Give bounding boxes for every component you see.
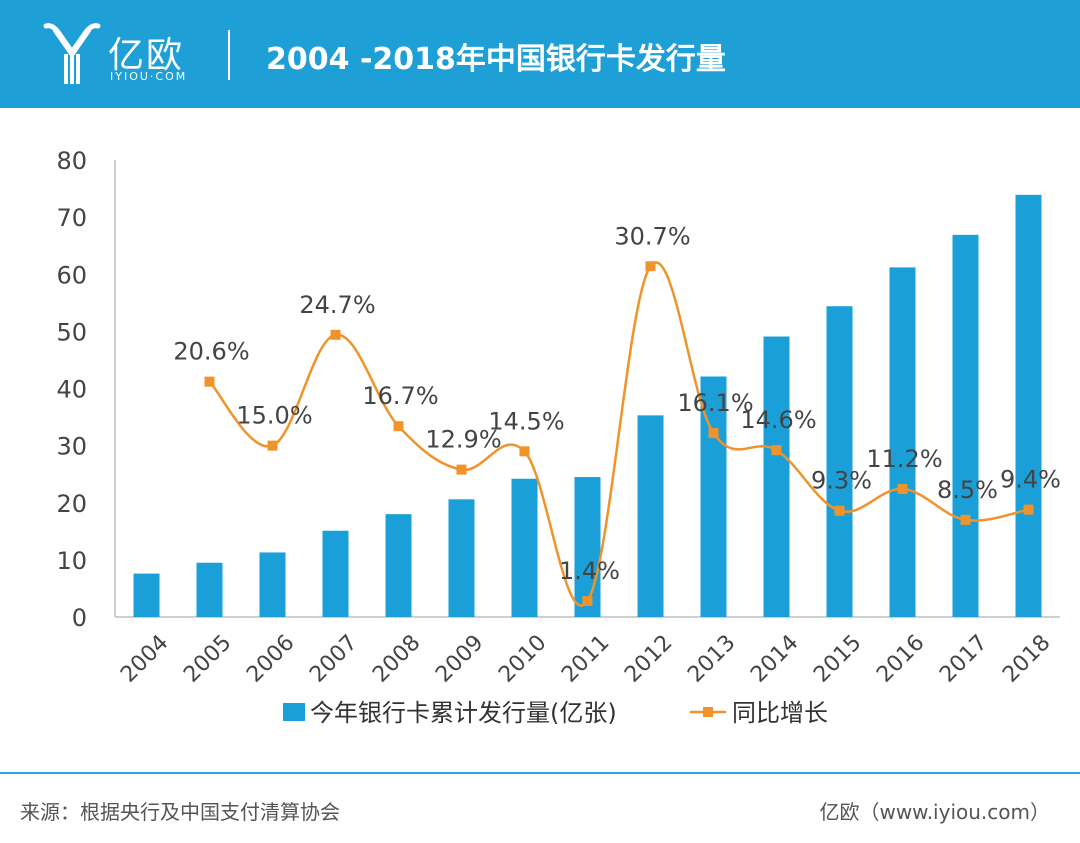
growth-data-label: 14.6%	[740, 406, 816, 434]
growth-data-label: 12.9%	[425, 426, 501, 454]
growth-marker	[708, 428, 719, 439]
x-tick-label: 2006	[242, 630, 299, 687]
brand-credit: 亿欧（www.iyiou.com）	[819, 800, 1050, 824]
x-tick-label: 2013	[683, 630, 740, 687]
legend-line-label: 同比增长	[732, 699, 828, 727]
x-tick-label: 2004	[116, 630, 173, 687]
growth-data-label: 16.7%	[362, 382, 438, 410]
growth-marker	[834, 505, 845, 516]
y-tick-label: 10	[56, 547, 87, 575]
growth-data-label: 8.5%	[937, 476, 998, 504]
growth-data-label: 1.4%	[559, 557, 620, 585]
brand-logo: 亿欧 IYIOU·COM	[42, 22, 212, 88]
bar	[322, 530, 349, 617]
bar	[196, 562, 223, 617]
bar	[385, 514, 412, 617]
footer-divider	[0, 772, 1080, 774]
legend-line-marker	[703, 707, 713, 717]
growth-data-label: 9.4%	[1000, 466, 1061, 494]
y-tick-label: 80	[56, 147, 87, 175]
growth-data-label: 15.0%	[236, 402, 312, 430]
y-tick-label: 0	[72, 604, 87, 632]
growth-marker	[456, 464, 467, 475]
growth-marker	[897, 484, 908, 495]
growth-data-label: 14.5%	[488, 407, 564, 435]
x-tick-label: 2007	[305, 630, 362, 687]
bank-card-chart: 0 10 20 30 40 50 60 70 80 2004 2005 2006 2007 2008 200…	[56, 147, 1061, 727]
y-tick-label: 60	[56, 261, 87, 289]
x-tick-label: 2014	[746, 630, 803, 687]
growth-marker	[393, 421, 404, 432]
y-tick-label: 30	[56, 433, 87, 461]
growth-line	[208, 261, 1029, 607]
header-divider	[228, 30, 230, 80]
bar	[889, 267, 916, 617]
header-banner: 亿欧 IYIOU·COM 2004 -2018年中国银行卡发行量	[0, 0, 1080, 108]
x-tick-label: 2018	[998, 630, 1055, 687]
growth-marker	[582, 596, 593, 607]
growth-marker	[267, 440, 278, 451]
growth-data-label: 30.7%	[614, 222, 690, 250]
x-tick-label: 2005	[179, 630, 236, 687]
logo-subtext: IYIOU·COM	[110, 70, 188, 83]
growth-marker	[519, 446, 530, 457]
growth-data-label: 11.2%	[866, 445, 942, 473]
x-tick-label: 2012	[620, 630, 677, 687]
logo-text: 亿欧	[108, 35, 185, 76]
x-tick-label: 2016	[872, 630, 929, 687]
growth-marker	[645, 261, 656, 272]
bar	[259, 552, 286, 617]
y-tick-label: 50	[56, 318, 87, 346]
x-tick-label: 2010	[494, 630, 551, 687]
growth-marker	[960, 514, 971, 525]
bar	[1015, 194, 1042, 617]
growth-data-label: 20.6%	[173, 338, 249, 366]
bar	[637, 415, 664, 617]
y-tick-label: 70	[56, 204, 87, 232]
y-tick-label: 40	[56, 376, 87, 404]
growth-marker	[1023, 504, 1034, 515]
bar	[133, 573, 160, 617]
growth-data-label: 16.1%	[677, 389, 753, 417]
x-tick-label: 2011	[557, 630, 614, 687]
growth-marker	[204, 376, 215, 387]
legend-bar-swatch	[283, 703, 305, 721]
legend-bar-label: 今年银行卡累计发行量(亿张)	[310, 699, 617, 727]
y-tick-label: 20	[56, 490, 87, 518]
iyiou-logo-icon	[43, 23, 101, 84]
growth-marker	[771, 445, 782, 456]
x-tick-label: 2015	[809, 630, 866, 687]
x-tick-label: 2009	[431, 630, 488, 687]
bar	[763, 336, 790, 617]
bar	[511, 478, 538, 617]
x-tick-label: 2017	[935, 630, 992, 687]
growth-data-label: 24.7%	[299, 291, 375, 319]
source-note: 来源：根据央行及中国支付清算协会	[20, 800, 340, 824]
bar	[448, 499, 475, 617]
bar	[574, 477, 601, 617]
growth-marker	[330, 329, 341, 340]
bar	[826, 306, 853, 617]
x-tick-label: 2008	[368, 630, 425, 687]
growth-data-label: 9.3%	[811, 467, 872, 495]
chart-title: 2004 -2018年中国银行卡发行量	[266, 42, 726, 77]
bar	[952, 234, 979, 618]
